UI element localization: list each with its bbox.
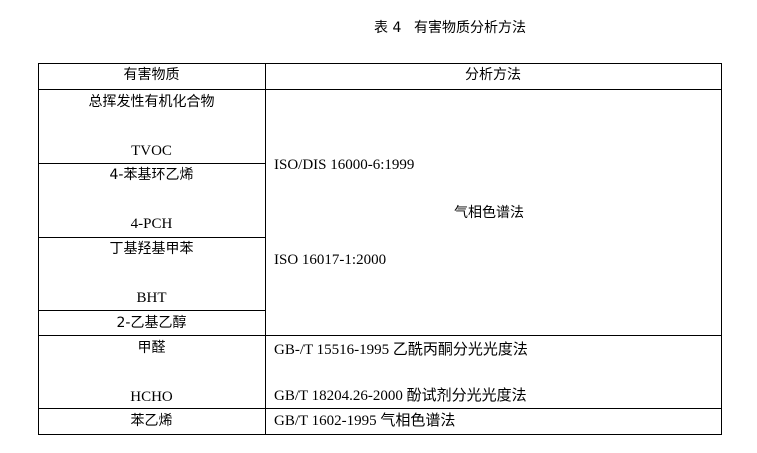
caption-label: 表 4: [374, 20, 402, 36]
border: [38, 63, 722, 64]
substance-en: TVOC: [131, 143, 172, 159]
substance-en: BHT: [136, 290, 167, 306]
substance-cn: 2-乙基乙醇: [116, 315, 187, 331]
substance-cn: 总挥发性有机化合物: [88, 94, 215, 110]
border: [265, 63, 266, 435]
method-text: GB/T 1602-1995 气相色谱法: [274, 413, 456, 429]
caption-title: 有害物质分析方法: [414, 20, 526, 36]
method-text: 气相色谱法: [454, 205, 524, 221]
header-substance: 有害物质: [123, 67, 180, 83]
substance-cn: 苯乙烯: [130, 413, 173, 429]
border: [38, 237, 265, 238]
border: [721, 63, 722, 435]
border: [38, 63, 39, 435]
border: [38, 163, 265, 164]
substance-en: HCHO: [130, 389, 173, 405]
border: [38, 408, 722, 409]
border: [38, 89, 722, 90]
substance-cn: 丁基羟基甲苯: [109, 241, 194, 257]
border: [38, 434, 722, 435]
substance-cn: 4-苯基环乙烯: [109, 167, 194, 183]
substance-en: 4-PCH: [130, 216, 173, 232]
border: [38, 335, 722, 336]
method-text: ISO 16017-1:2000: [274, 252, 387, 268]
method-text: GB-/T 15516-1995 乙酰丙酮分光光度法: [274, 342, 528, 358]
header-method: 分析方法: [465, 67, 521, 83]
border: [38, 310, 265, 311]
method-text: ISO/DIS 16000-6:1999: [274, 157, 415, 173]
method-text: GB/T 18204.26-2000 酚试剂分光光度法: [274, 388, 527, 404]
substance-cn: 甲醛: [137, 340, 166, 356]
